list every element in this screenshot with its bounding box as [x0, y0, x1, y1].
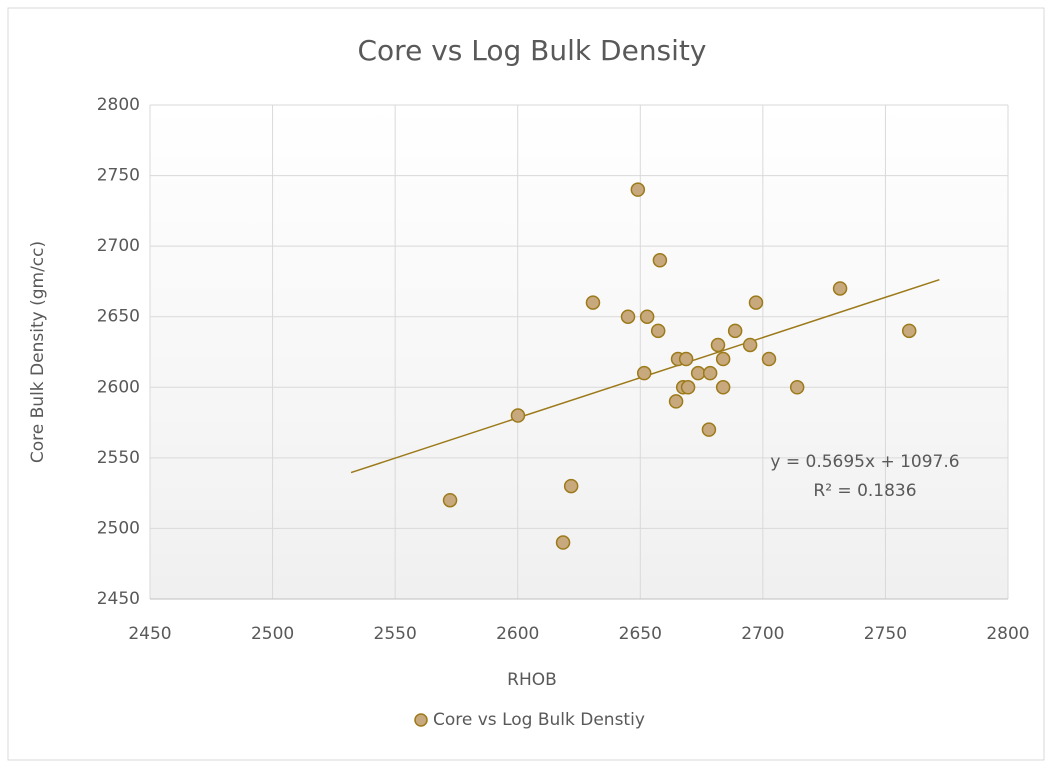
point: [442, 492, 458, 508]
point: [789, 380, 805, 395]
point: [715, 351, 731, 367]
point: [678, 351, 694, 367]
point: [563, 478, 579, 494]
legend-label: Core vs Log Bulk Denstiy: [433, 710, 645, 730]
y-tick-label: 2500: [97, 518, 140, 538]
y-tick-label: 2450: [97, 589, 140, 609]
y-axis-label: Core Bulk Density (gm/cc): [28, 241, 48, 463]
point: [652, 253, 668, 268]
point: [668, 394, 684, 409]
x-tick-label: 2750: [864, 624, 907, 644]
point: [701, 422, 717, 437]
chart-title: Core vs Log Bulk Density: [358, 34, 707, 67]
x-tick-label: 2500: [251, 624, 294, 644]
x-tick-label: 2550: [374, 624, 417, 644]
y-tick-label: 2600: [97, 377, 140, 397]
y-tick-label: 2650: [97, 307, 140, 327]
point: [510, 408, 526, 423]
legend-marker: [414, 713, 428, 727]
point: [832, 281, 848, 296]
point: [650, 323, 666, 339]
x-tick-label: 2800: [986, 624, 1029, 644]
point: [710, 337, 726, 353]
plot-area: [150, 105, 1008, 599]
y-tick-label: 2700: [97, 236, 140, 256]
x-tick-label: 2650: [619, 624, 662, 644]
y-tick-label: 2800: [97, 95, 140, 115]
point: [690, 365, 706, 381]
point: [727, 323, 743, 339]
y-tick-label: 2550: [97, 448, 140, 468]
trendline-equation: y = 0.5695x + 1097.6: [770, 452, 959, 472]
point: [748, 295, 764, 310]
point: [639, 309, 655, 324]
point: [680, 380, 696, 395]
point: [702, 365, 718, 381]
point: [761, 351, 777, 367]
point: [636, 365, 652, 381]
point: [901, 323, 917, 339]
x-tick-label: 2700: [741, 624, 784, 644]
point: [620, 309, 636, 324]
r-squared: R² = 0.1836: [813, 481, 916, 501]
x-tick-label: 2450: [128, 624, 171, 644]
x-tick-label: 2600: [496, 624, 539, 644]
point: [742, 337, 758, 353]
x-axis-label: RHOB: [507, 670, 557, 690]
point: [630, 182, 646, 197]
point: [585, 295, 601, 310]
point: [555, 535, 571, 550]
y-tick-label: 2750: [97, 166, 140, 186]
point: [715, 380, 731, 395]
